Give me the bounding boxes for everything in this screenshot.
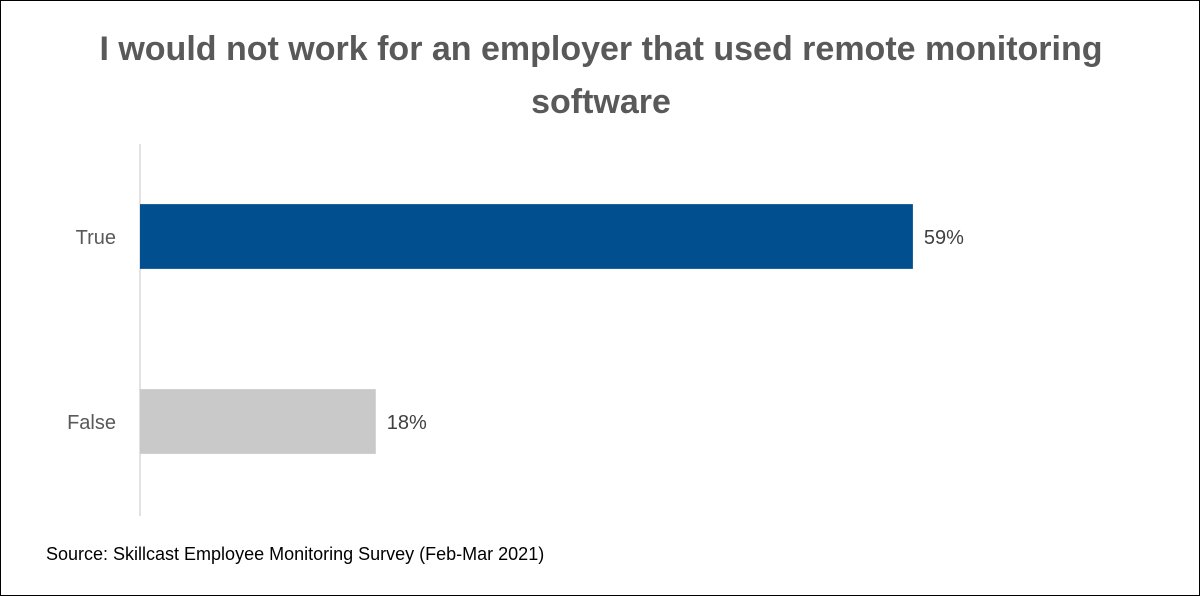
source-note: Source: Skillcast Employee Monitoring Su… bbox=[46, 544, 545, 564]
y-tick-label: False bbox=[67, 412, 116, 434]
value-label: 59% bbox=[924, 227, 964, 249]
chart-title: I would not work for an employer that us… bbox=[99, 30, 1103, 121]
value-label: 18% bbox=[387, 412, 427, 434]
y-tick-label: True bbox=[76, 227, 116, 249]
bar bbox=[140, 389, 376, 454]
bar bbox=[140, 204, 913, 269]
